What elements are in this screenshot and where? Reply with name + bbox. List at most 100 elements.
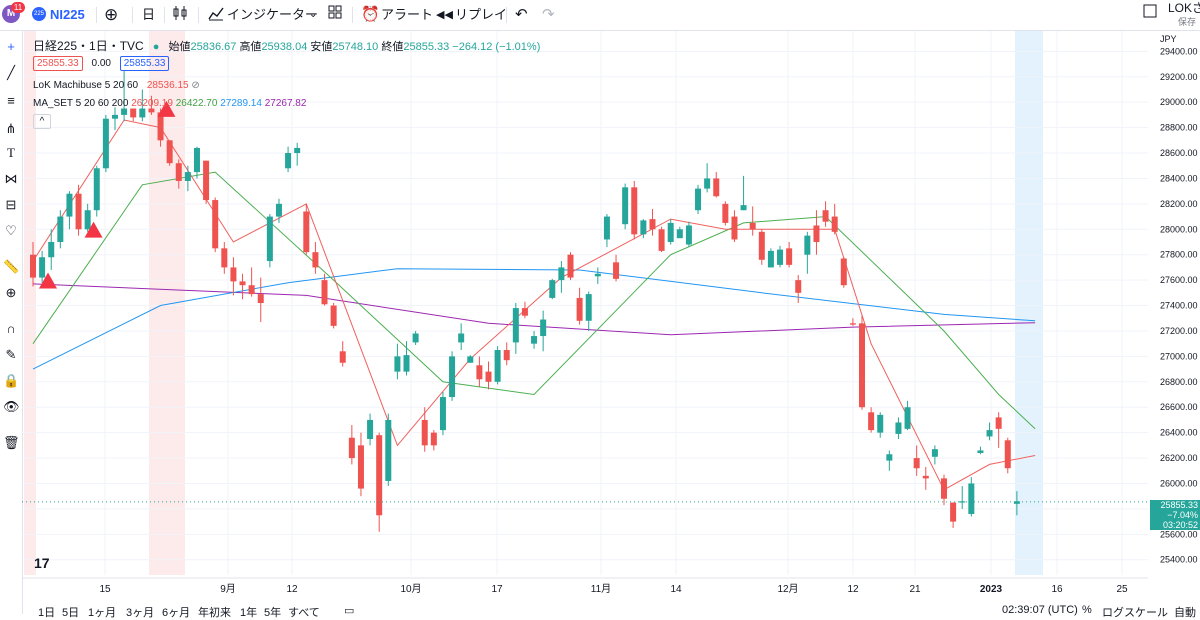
range-1d[interactable]: 1日 [38, 607, 56, 619]
symbol-search-button[interactable]: NI225 [50, 7, 85, 22]
visibility-icon[interactable]: 👁 [3, 399, 20, 414]
indicator-lok[interactable]: LoK Machibuse 5 20 60 28536.15 ⊘ [33, 80, 200, 91]
legend-collapse-button[interactable]: ^ [33, 114, 51, 129]
candle-body [777, 249, 784, 265]
candle-body [831, 216, 838, 232]
range-all[interactable]: すべて [288, 607, 320, 619]
candle-body [758, 231, 765, 260]
ruler-icon[interactable]: 📏 [3, 259, 20, 274]
range-6m[interactable]: 6ヶ月 [162, 607, 191, 619]
horizontal-lines-icon[interactable]: ≡ [7, 93, 15, 108]
candle-body [394, 356, 401, 372]
range-5y[interactable]: 5年 [264, 607, 282, 619]
trash-icon[interactable]: 🗑 [3, 435, 20, 450]
user-name[interactable]: LOKさん [1168, 1, 1200, 15]
stay-in-drawing-icon[interactable]: ✎ [5, 347, 17, 362]
lock-icon[interactable]: 🔒 [3, 373, 20, 388]
candle-body [221, 248, 228, 268]
series-title[interactable]: 日経225・1日・TVC [33, 39, 144, 53]
ma5-value: 26209.19 [131, 98, 173, 109]
redo-icon[interactable]: ↷ [542, 6, 555, 23]
y-tick-label: 25600.00 [1160, 529, 1198, 539]
alert-button[interactable]: アラート [381, 7, 434, 22]
utc-time[interactable]: 02:39:07 (UTC) [1002, 604, 1078, 616]
indicator-value: 28536.15 [146, 80, 189, 91]
tradingview-logo: 17 [34, 555, 50, 571]
signal-up-marker [157, 100, 176, 117]
candle-body [476, 365, 483, 380]
candle-body [184, 172, 191, 181]
y-tick-label: 29000.00 [1160, 97, 1198, 107]
currency-label[interactable]: JPY [1160, 34, 1177, 44]
indicator-ma-set[interactable]: MA_SET 5 20 60 200 26209.19 26422.70 272… [33, 98, 306, 109]
last-price-label: 25855.33 −7.04% 03:20:52 [1150, 500, 1200, 530]
percent-toggle[interactable]: % [1082, 604, 1092, 616]
bar-countdown: 03:20:52 [1162, 520, 1198, 530]
candle-body [859, 323, 866, 408]
interval-button[interactable]: 日 [142, 7, 156, 22]
date-range-icon[interactable]: ▭ [344, 605, 355, 617]
range-1y[interactable]: 1年 [240, 607, 258, 619]
zoom-in-icon[interactable]: ⊕ [5, 285, 17, 300]
brush-icon[interactable]: ♡ [5, 223, 17, 238]
candle-body [111, 114, 118, 119]
y-tick-label: 26600.00 [1160, 402, 1198, 412]
range-5d[interactable]: 5日 [62, 607, 80, 619]
candle-body [767, 250, 774, 268]
sell-price-box[interactable]: 25855.33 [33, 56, 83, 71]
range-1m[interactable]: 1ヶ月 [88, 607, 117, 619]
candle-body [239, 281, 246, 286]
pitchfork-icon[interactable]: ⋔ [5, 121, 17, 136]
candle-body [102, 118, 109, 169]
candle-body [731, 216, 738, 240]
replay-icon[interactable]: ◀◀ [436, 9, 453, 21]
forecast-icon[interactable]: ⊟ [5, 197, 17, 212]
candle-body [904, 407, 911, 429]
candle-body [385, 419, 392, 481]
buy-price-box[interactable]: 25855.33 [119, 56, 170, 71]
candle-body [786, 248, 793, 265]
undo-icon[interactable]: ↶ [515, 6, 528, 23]
candle-body [521, 308, 528, 316]
layout-grid-icon[interactable] [328, 5, 342, 25]
indicators-button[interactable]: インジケーター [227, 7, 319, 22]
indicators-icon[interactable] [208, 5, 224, 25]
trend-line-icon[interactable]: ╱ [7, 65, 15, 80]
replay-button[interactable]: リプレイ [455, 7, 508, 22]
alarm-clock-icon[interactable]: ⏰ [361, 6, 380, 23]
candle-body [48, 241, 55, 258]
y-tick-label: 26200.00 [1160, 453, 1198, 463]
price-chart[interactable]: 15 9月 12 10月 17 11月 14 12月 12 21 2023 16 25 17 [0, 31, 1200, 603]
magnet-icon[interactable]: ∩ [6, 321, 16, 336]
y-tick-label: 26800.00 [1160, 377, 1198, 387]
candle-body [467, 356, 474, 363]
pattern-icon[interactable]: ⋈ [4, 171, 18, 186]
candle-body [567, 254, 574, 278]
candle-body [558, 267, 565, 281]
range-ytd[interactable]: 年初来 [198, 607, 231, 619]
candle-body [421, 419, 428, 446]
candle-body [549, 280, 556, 298]
change-value: −264.12 (−1.01%) [452, 41, 541, 53]
chart-type-icon[interactable] [172, 5, 188, 25]
auto-scale-toggle[interactable]: 自動 [1174, 607, 1196, 619]
candle-body [531, 336, 538, 344]
open-value: 25836.67 [190, 41, 237, 53]
candle-body [740, 205, 747, 211]
chevron-down-icon[interactable]: ⌄ [309, 9, 318, 20]
add-symbol-icon[interactable]: ⊕ [104, 5, 119, 24]
range-3m[interactable]: 3ヶ月 [126, 607, 155, 619]
text-tool-icon[interactable]: T [7, 145, 15, 160]
candle-body [685, 225, 692, 245]
toolbar-separator [96, 7, 97, 23]
log-scale-toggle[interactable]: ログスケール [1102, 607, 1168, 619]
last-change: −7.04% [1167, 510, 1198, 520]
crosshair-icon[interactable]: + [7, 39, 15, 54]
save-button[interactable]: 保存 [1178, 17, 1197, 27]
candle-body [849, 323, 856, 325]
candle-body [321, 280, 328, 305]
candle-body [886, 454, 893, 461]
fullscreen-icon[interactable] [1143, 4, 1157, 24]
candle-body [704, 178, 711, 189]
ma200-value: 27267.82 [264, 98, 307, 109]
